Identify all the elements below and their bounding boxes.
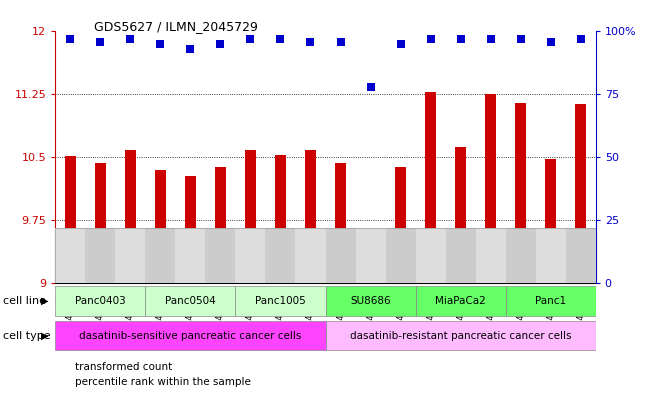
- Bar: [516, 103, 526, 283]
- Bar: [415, 228, 445, 283]
- Point: [395, 41, 406, 47]
- Text: percentile rank within the sample: percentile rank within the sample: [75, 376, 251, 387]
- Bar: [85, 228, 115, 283]
- Text: dasatinib-resistant pancreatic cancer cells: dasatinib-resistant pancreatic cancer ce…: [350, 331, 572, 341]
- Text: ▶: ▶: [40, 331, 48, 341]
- Point: [245, 36, 256, 42]
- Bar: [155, 170, 165, 283]
- Bar: [425, 92, 436, 283]
- Point: [425, 36, 436, 42]
- Point: [365, 84, 376, 90]
- Point: [456, 36, 466, 42]
- Text: Panc1005: Panc1005: [255, 296, 306, 306]
- Bar: [115, 228, 145, 283]
- Bar: [536, 228, 566, 283]
- Bar: [415, 286, 506, 316]
- Bar: [455, 147, 466, 283]
- Bar: [215, 167, 226, 283]
- Bar: [326, 228, 355, 283]
- Text: SU8686: SU8686: [350, 296, 391, 306]
- Point: [125, 36, 135, 42]
- Bar: [575, 105, 586, 283]
- Bar: [236, 228, 266, 283]
- Bar: [566, 228, 596, 283]
- Bar: [266, 228, 296, 283]
- Text: GDS5627 / ILMN_2045729: GDS5627 / ILMN_2045729: [94, 20, 258, 33]
- Text: ▶: ▶: [40, 296, 48, 306]
- Bar: [305, 151, 316, 283]
- Point: [335, 39, 346, 45]
- Bar: [175, 228, 206, 283]
- Bar: [365, 276, 376, 283]
- Point: [215, 41, 226, 47]
- Bar: [506, 286, 596, 316]
- Bar: [95, 163, 105, 283]
- Point: [186, 46, 196, 52]
- Bar: [65, 156, 76, 283]
- Bar: [236, 286, 326, 316]
- Bar: [55, 321, 325, 350]
- Bar: [296, 228, 326, 283]
- Bar: [506, 228, 536, 283]
- Point: [486, 36, 496, 42]
- Point: [275, 36, 286, 42]
- Bar: [326, 286, 415, 316]
- Bar: [355, 228, 385, 283]
- Bar: [55, 228, 85, 283]
- Text: MiaPaCa2: MiaPaCa2: [436, 296, 486, 306]
- Text: Panc0504: Panc0504: [165, 296, 215, 306]
- Bar: [206, 228, 236, 283]
- Bar: [335, 163, 346, 283]
- Text: dasatinib-sensitive pancreatic cancer cells: dasatinib-sensitive pancreatic cancer ce…: [79, 331, 301, 341]
- Bar: [245, 151, 256, 283]
- Text: transformed count: transformed count: [75, 362, 172, 372]
- Point: [155, 41, 165, 47]
- Bar: [326, 321, 596, 350]
- Point: [516, 36, 526, 42]
- Bar: [275, 155, 286, 283]
- Point: [65, 36, 76, 42]
- Bar: [55, 286, 145, 316]
- Text: Panc0403: Panc0403: [75, 296, 126, 306]
- Bar: [185, 176, 196, 283]
- Point: [95, 39, 105, 45]
- Bar: [476, 228, 506, 283]
- Bar: [385, 228, 415, 283]
- Bar: [486, 94, 496, 283]
- Text: cell type: cell type: [3, 331, 51, 341]
- Bar: [445, 228, 476, 283]
- Bar: [546, 159, 556, 283]
- Point: [546, 39, 556, 45]
- Bar: [125, 151, 135, 283]
- Bar: [395, 167, 406, 283]
- Point: [575, 36, 586, 42]
- Point: [305, 39, 316, 45]
- Text: cell line: cell line: [3, 296, 46, 306]
- Bar: [145, 286, 236, 316]
- Text: Panc1: Panc1: [535, 296, 566, 306]
- Bar: [145, 228, 175, 283]
